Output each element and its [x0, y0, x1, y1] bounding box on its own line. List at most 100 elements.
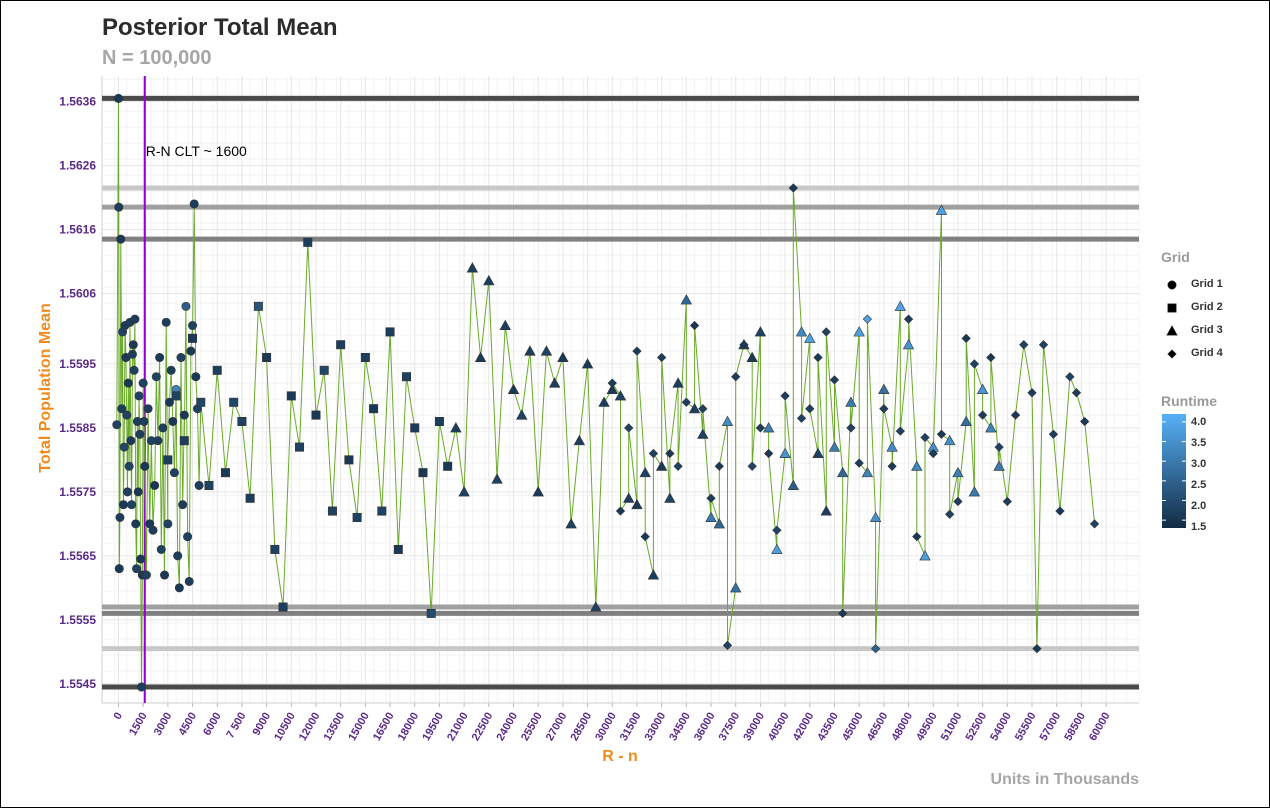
data-point [887, 461, 897, 471]
x-tick-label: 18000 [396, 711, 422, 743]
x-tick-label: 19500 [420, 711, 446, 743]
data-point [871, 643, 881, 654]
data-point [116, 234, 126, 244]
data-point [183, 532, 193, 542]
data-point [861, 466, 874, 478]
data-point [1065, 372, 1075, 382]
data-point [903, 314, 914, 324]
x-tick-label: 31500 [618, 711, 644, 743]
data-point [705, 511, 717, 522]
data-point [158, 423, 168, 433]
data-point [212, 365, 222, 375]
data-point [117, 404, 127, 414]
data-point [655, 460, 668, 471]
data-point [895, 426, 905, 436]
data-point [968, 486, 981, 497]
x-tick-label: 10500 [272, 711, 298, 743]
data-point [928, 448, 938, 459]
data-point [862, 314, 873, 324]
data-point [548, 377, 561, 388]
data-point [820, 505, 832, 516]
data-point [986, 352, 996, 363]
data-point [176, 353, 186, 363]
data-point [229, 397, 239, 407]
data-point [245, 493, 255, 503]
y-tick-label: 1.5636 [59, 95, 96, 109]
data-point [648, 448, 659, 459]
clt-annotation: R-N CLT ~ 1600 [146, 143, 247, 159]
data-point [647, 569, 660, 580]
data-point [327, 506, 337, 516]
series-grid-3 [450, 204, 1005, 612]
data-point [385, 327, 395, 337]
data-point [458, 486, 470, 497]
data-point [188, 333, 198, 343]
data-point [360, 353, 370, 363]
data-point [919, 550, 931, 561]
data-point [286, 391, 296, 401]
data-point [879, 404, 889, 414]
x-tick-label: 51000 [939, 711, 965, 743]
data-point [168, 416, 178, 426]
legend-runtime-label: 1.5 [1191, 521, 1207, 533]
legend-runtime-label: 3.5 [1191, 437, 1207, 449]
data-point [151, 372, 161, 382]
runtime-colorbar [1162, 414, 1186, 528]
data-point [156, 544, 166, 554]
x-tick-label: 0 [112, 711, 125, 722]
data-point [821, 327, 831, 337]
data-point [730, 582, 742, 593]
x-tick-label: 13500 [322, 711, 348, 743]
data-point [1055, 506, 1065, 516]
data-point [657, 352, 667, 363]
legend-triangle-glyph [1166, 325, 1178, 336]
series-grid-4 [607, 183, 1100, 654]
x-tick-label: 49500 [914, 711, 940, 743]
data-point [1010, 410, 1021, 420]
data-point [673, 461, 683, 471]
data-point [1038, 340, 1049, 350]
data-point [755, 423, 766, 433]
data-point [680, 294, 693, 305]
x-tick-label: 36000 [692, 711, 718, 743]
legend-diamond-glyph [1167, 349, 1177, 359]
legend-grid2-label: Grid 2 [1191, 301, 1223, 313]
data-point [945, 509, 955, 519]
data-point [123, 487, 133, 497]
data-point [787, 479, 800, 490]
data-point [507, 383, 520, 395]
data-point [524, 345, 536, 356]
data-point [163, 519, 173, 529]
data-point [615, 506, 626, 516]
y-tick-label: 1.5626 [59, 159, 96, 173]
x-tick-label: 1500 [127, 711, 150, 738]
data-point [829, 375, 840, 385]
data-point [912, 532, 922, 542]
data-point [491, 473, 503, 484]
x-tick-label: 15000 [346, 711, 372, 743]
data-point [336, 340, 346, 350]
data-point [196, 397, 206, 407]
data-point [838, 608, 848, 619]
data-point [706, 493, 716, 503]
x-tick-label: 27000 [544, 711, 570, 743]
data-point [134, 391, 144, 401]
data-point [143, 404, 153, 414]
data-point [189, 199, 199, 209]
data-point [788, 183, 798, 193]
data-point [303, 237, 313, 247]
x-tick-label: 22500 [470, 711, 496, 743]
data-point [813, 352, 823, 363]
data-point [393, 544, 403, 554]
x-tick-label: 3000 [152, 711, 175, 738]
legend-runtime-label: 3.0 [1191, 458, 1207, 470]
data-point [713, 518, 725, 529]
data-point [869, 511, 882, 522]
x-tick-label: 60000 [1087, 711, 1113, 743]
data-point [961, 333, 971, 343]
data-point [722, 640, 733, 651]
data-point [573, 434, 586, 446]
data-point [139, 416, 149, 426]
